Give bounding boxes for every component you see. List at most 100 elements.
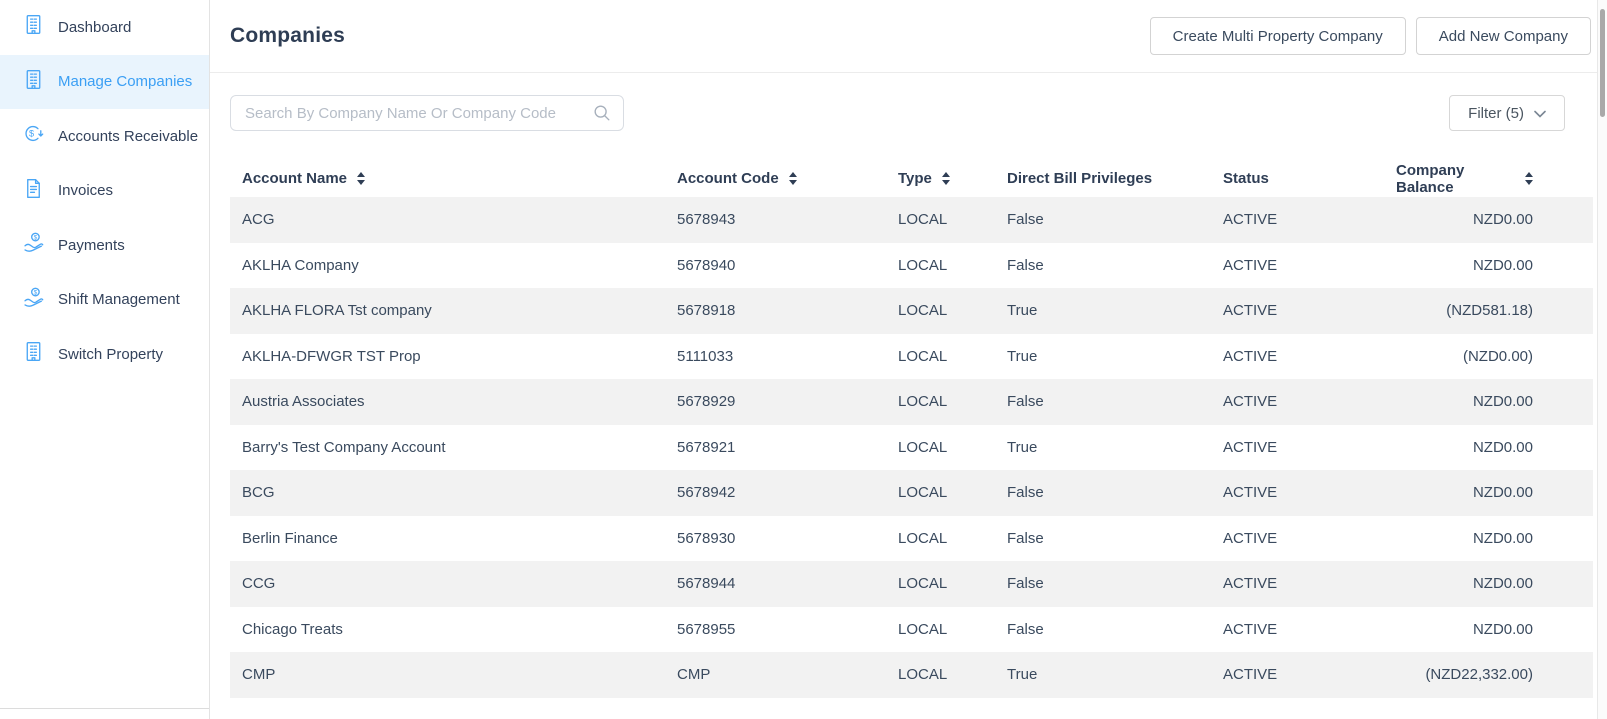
chevron-down-icon bbox=[1534, 105, 1546, 122]
account-name-cell: AKLHA Company bbox=[242, 256, 359, 274]
direct-bill-privileges-cell: False bbox=[1007, 620, 1044, 638]
hand-coin-icon: $ bbox=[22, 286, 45, 314]
account-name-cell: Chicago Treats bbox=[242, 620, 343, 638]
company-row[interactable]: Berlin Finance 5678930 LOCAL False ACTIV… bbox=[230, 516, 1593, 562]
sort-icon bbox=[357, 172, 366, 185]
account-name-cell: BCG bbox=[242, 484, 275, 502]
company-balance-cell: (NZD0.00) bbox=[1462, 347, 1533, 365]
account-code-cell: 5678942 bbox=[677, 484, 736, 502]
account-code-cell: 5678929 bbox=[677, 393, 736, 411]
status-cell: ACTIVE bbox=[1223, 347, 1278, 365]
sort-icon bbox=[1525, 172, 1533, 185]
type-cell: LOCAL bbox=[898, 484, 948, 502]
sidebar: Dashboard Manage Companies $ Accounts bbox=[0, 0, 210, 719]
sidebar-item-dashboard[interactable]: Dashboard bbox=[0, 0, 209, 55]
account-code-cell: 5678943 bbox=[677, 211, 736, 229]
type-cell: LOCAL bbox=[898, 438, 948, 456]
type-cell: LOCAL bbox=[898, 529, 948, 547]
main-content: Companies Create Multi Property Company … bbox=[210, 0, 1607, 719]
account-code-cell: 5678918 bbox=[677, 302, 736, 320]
company-row[interactable]: Austria Associates 5678929 LOCAL False A… bbox=[230, 379, 1593, 425]
company-row[interactable]: AKLHA FLORA Tst company 5678918 LOCAL Tr… bbox=[230, 288, 1593, 334]
type-cell: LOCAL bbox=[898, 302, 948, 320]
account-code-cell: 5678940 bbox=[677, 256, 736, 274]
column-header-status: Status bbox=[1223, 170, 1269, 187]
building-icon bbox=[22, 68, 45, 96]
account-name-cell: Barry's Test Company Account bbox=[242, 438, 446, 456]
company-row[interactable]: Barry's Test Company Account 5678921 LOC… bbox=[230, 425, 1593, 471]
status-cell: ACTIVE bbox=[1223, 438, 1278, 456]
sidebar-item-label: Invoices bbox=[58, 182, 114, 200]
sidebar-item-payments[interactable]: $ Payments bbox=[0, 218, 209, 273]
company-row[interactable]: ACG 5678943 LOCAL False ACTIVE NZD0.00 bbox=[230, 197, 1593, 243]
building-icon bbox=[22, 13, 45, 41]
company-balance-cell: NZD0.00 bbox=[1472, 256, 1533, 274]
company-row[interactable]: AKLHA Company 5678940 LOCAL False ACTIVE… bbox=[230, 243, 1593, 289]
company-balance-cell: NZD0.00 bbox=[1472, 438, 1533, 456]
type-cell: LOCAL bbox=[898, 575, 948, 593]
account-name-cell: AKLHA-DFWGR TST Prop bbox=[242, 347, 421, 365]
company-row[interactable]: CMP CMP LOCAL True ACTIVE (NZD22,332.00) bbox=[230, 652, 1593, 698]
toolbar: Filter (5) bbox=[230, 95, 1593, 131]
direct-bill-privileges-cell: True bbox=[1007, 302, 1038, 320]
type-cell: LOCAL bbox=[898, 620, 948, 638]
building-icon bbox=[22, 340, 45, 368]
sidebar-item-label: Payments bbox=[58, 236, 125, 254]
sort-icon bbox=[788, 172, 797, 185]
sidebar-item-invoices[interactable]: Invoices bbox=[0, 164, 209, 219]
status-cell: ACTIVE bbox=[1223, 302, 1278, 320]
direct-bill-privileges-cell: False bbox=[1007, 393, 1044, 411]
company-row[interactable]: CCG 5678944 LOCAL False ACTIVE NZD0.00 bbox=[230, 561, 1593, 607]
sidebar-item-shift-management[interactable]: $ Shift Management bbox=[0, 273, 209, 328]
sidebar-item-manage-companies[interactable]: Manage Companies bbox=[0, 54, 209, 109]
hand-coin-icon: $ bbox=[22, 231, 45, 259]
direct-bill-privileges-cell: False bbox=[1007, 575, 1044, 593]
column-header-company-balance[interactable]: Company Balance bbox=[1396, 160, 1593, 197]
company-row[interactable]: AKLHA-DFWGR TST Prop 5111033 LOCAL True … bbox=[230, 334, 1593, 380]
add-new-company-button[interactable]: Add New Company bbox=[1415, 17, 1591, 55]
companies-section: Filter (5) bbox=[210, 95, 1607, 698]
status-cell: ACTIVE bbox=[1223, 529, 1278, 547]
account-code-cell: 5678955 bbox=[677, 620, 736, 638]
type-cell: LOCAL bbox=[898, 666, 948, 684]
company-balance-cell: NZD0.00 bbox=[1472, 575, 1533, 593]
status-cell: ACTIVE bbox=[1223, 256, 1278, 274]
type-cell: LOCAL bbox=[898, 347, 948, 365]
account-code-cell: CMP bbox=[677, 666, 711, 684]
direct-bill-privileges-cell: False bbox=[1007, 256, 1044, 274]
column-header-account-code[interactable]: Account Code bbox=[677, 160, 898, 197]
scrollbar-thumb[interactable] bbox=[1600, 9, 1605, 117]
search-input[interactable] bbox=[230, 95, 624, 131]
account-name-cell: AKLHA FLORA Tst company bbox=[242, 302, 432, 320]
company-row[interactable]: BCG 5678942 LOCAL False ACTIVE NZD0.00 bbox=[230, 470, 1593, 516]
sidebar-item-switch-property[interactable]: Switch Property bbox=[0, 327, 209, 382]
direct-bill-privileges-cell: True bbox=[1007, 438, 1038, 456]
dollar-circle-arrow-icon: $ bbox=[22, 122, 45, 150]
account-name-cell: CMP bbox=[242, 666, 276, 684]
vertical-scrollbar[interactable] bbox=[1597, 0, 1607, 719]
svg-text:$: $ bbox=[34, 289, 38, 296]
company-balance-cell: NZD0.00 bbox=[1472, 211, 1533, 229]
table-body: ACG 5678943 LOCAL False ACTIVE NZD0.00 A… bbox=[230, 197, 1593, 698]
filter-button[interactable]: Filter (5) bbox=[1449, 95, 1565, 131]
company-row[interactable]: Chicago Treats 5678955 LOCAL False ACTIV… bbox=[230, 607, 1593, 653]
type-cell: LOCAL bbox=[898, 256, 948, 274]
direct-bill-privileges-cell: False bbox=[1007, 529, 1044, 547]
direct-bill-privileges-cell: False bbox=[1007, 484, 1044, 502]
sidebar-item-label: Dashboard bbox=[58, 18, 132, 36]
account-code-cell: 5678930 bbox=[677, 529, 736, 547]
column-header-type[interactable]: Type bbox=[898, 160, 1007, 197]
account-code-cell: 5678921 bbox=[677, 438, 736, 456]
companies-table: Account Name Account Code bbox=[230, 160, 1593, 698]
column-header-account-name[interactable]: Account Name bbox=[230, 160, 677, 197]
sidebar-item-accounts-receivable[interactable]: $ Accounts Receivable bbox=[0, 109, 209, 164]
account-code-cell: 5678944 bbox=[677, 575, 736, 593]
invoice-icon bbox=[22, 177, 45, 205]
sidebar-item-label: Shift Management bbox=[58, 291, 180, 309]
direct-bill-privileges-cell: False bbox=[1007, 211, 1044, 229]
create-multi-property-company-button[interactable]: Create Multi Property Company bbox=[1149, 17, 1406, 55]
status-cell: ACTIVE bbox=[1223, 666, 1278, 684]
header-actions: Create Multi Property Company Add New Co… bbox=[1149, 17, 1591, 55]
status-cell: ACTIVE bbox=[1223, 620, 1278, 638]
